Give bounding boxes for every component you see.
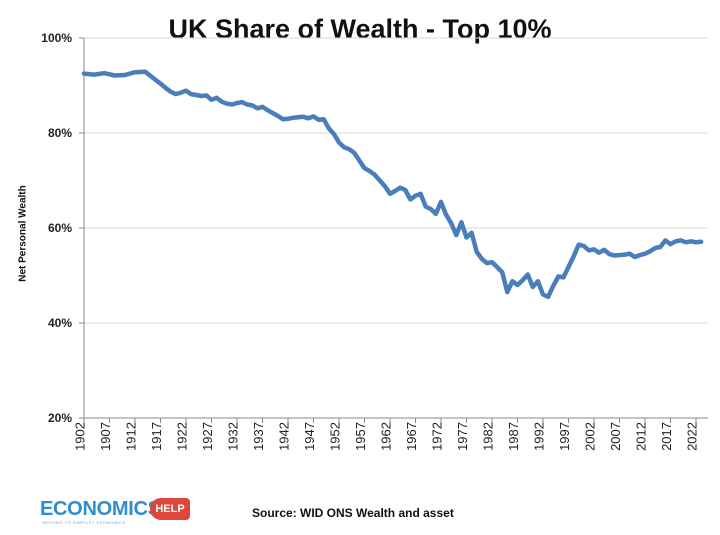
x-tick-label: 2002	[583, 422, 598, 451]
x-tick-label: 1937	[251, 422, 266, 451]
x-tick-label: 1987	[506, 422, 521, 451]
x-tick-label: 1967	[404, 422, 419, 451]
x-axis: 1902 1907 1912 1917 1922 1927 1932 1937 1942 1947…	[73, 417, 708, 451]
y-tick-labels: 20% 40% 60% 80% 100%	[41, 31, 72, 425]
x-tick-label: 1912	[124, 422, 139, 451]
y-tick-label: 40%	[48, 316, 72, 330]
y-tick-label: 80%	[48, 126, 72, 140]
x-tick-label: 2017	[659, 422, 674, 451]
x-tick-label: 1927	[200, 422, 215, 451]
logo-tagline: HELPING TO SIMPLIFY ECONOMICS	[42, 520, 126, 525]
x-tick-label: 1957	[353, 422, 368, 451]
y-tick-label: 20%	[48, 411, 72, 425]
x-tick-label: 1982	[481, 422, 496, 451]
x-tick-label: 1902	[73, 422, 88, 451]
x-tick-label: 1907	[98, 422, 113, 451]
x-tick-label: 1977	[455, 422, 470, 451]
y-tick-label: 100%	[41, 31, 72, 45]
x-tick-label: 1932	[226, 422, 241, 451]
x-tick-label: 1992	[532, 422, 547, 451]
x-tick-label: 1962	[379, 422, 394, 451]
series-group	[81, 69, 704, 300]
source-note: Source: WID ONS Wealth and asset	[252, 506, 454, 520]
x-tick-label: 2007	[608, 422, 623, 451]
x-tick-label: 2022	[685, 422, 700, 451]
logo-text: ECONOMICS	[40, 498, 161, 520]
x-tick-label: 1952	[328, 422, 343, 451]
x-tick-label: 1917	[149, 422, 164, 451]
x-tick-label: 1997	[557, 422, 572, 451]
chart-title: UK Share of Wealth - Top 10%	[168, 14, 552, 44]
y-tick-label: 60%	[48, 221, 72, 235]
x-tick-label: 2012	[634, 422, 649, 451]
logo-badge: HELP	[150, 498, 190, 520]
x-tick-label: 1922	[175, 422, 190, 451]
series-line	[81, 69, 704, 300]
x-tick-label: 1942	[277, 422, 292, 451]
x-tick-label: 1972	[430, 422, 445, 451]
x-tick-label: 1947	[302, 422, 317, 451]
